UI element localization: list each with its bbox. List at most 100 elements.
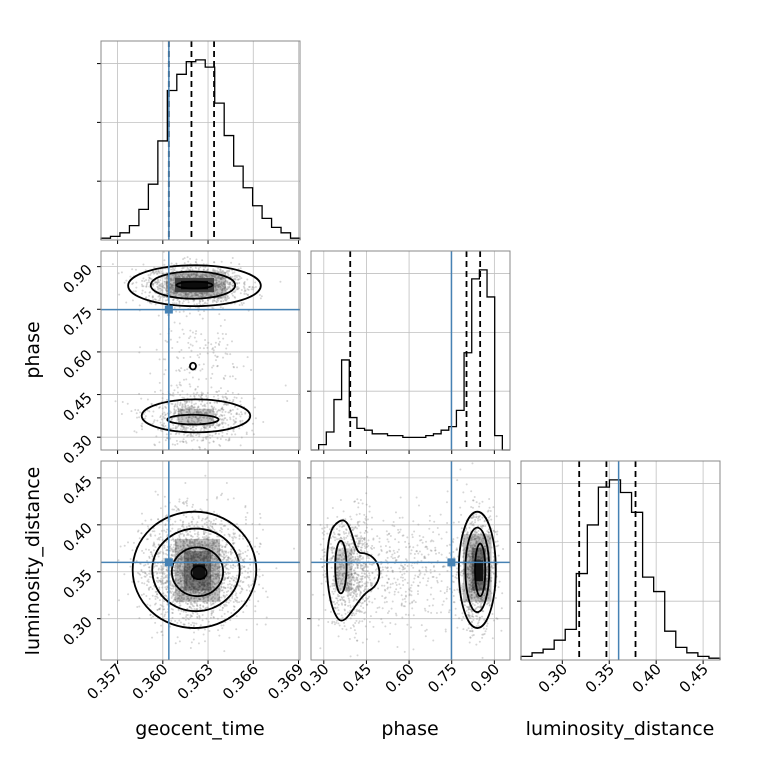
sample-point xyxy=(140,397,143,400)
sample-point xyxy=(201,544,204,547)
sample-point xyxy=(175,550,178,553)
sample-point xyxy=(136,416,139,419)
sample-point xyxy=(348,601,351,604)
sample-point xyxy=(220,278,223,281)
sample-point xyxy=(404,578,407,581)
sample-point xyxy=(138,617,141,620)
sample-point xyxy=(206,402,209,405)
sample-point xyxy=(193,406,196,409)
sample-point xyxy=(150,402,153,405)
sample-point xyxy=(198,581,201,584)
sample-point xyxy=(217,565,220,568)
sample-point xyxy=(252,286,255,289)
sample-point xyxy=(171,523,174,526)
sample-point xyxy=(191,268,194,271)
sample-point xyxy=(202,268,205,271)
sample-point xyxy=(182,409,185,412)
sample-point xyxy=(221,418,224,421)
sample-point xyxy=(214,432,217,435)
sample-point xyxy=(173,302,176,305)
sample-point xyxy=(174,276,177,279)
sample-point xyxy=(151,594,154,597)
sample-point xyxy=(225,590,228,593)
sample-point xyxy=(166,534,169,537)
sample-point xyxy=(143,280,146,283)
sample-point xyxy=(223,280,226,283)
sample-point xyxy=(176,426,179,429)
sample-point xyxy=(185,416,188,419)
sample-point xyxy=(354,621,357,624)
sample-point xyxy=(204,412,207,415)
sample-point xyxy=(191,565,194,568)
sample-point xyxy=(226,397,229,400)
sample-point xyxy=(190,615,193,618)
sample-point xyxy=(161,407,164,410)
sample-point xyxy=(243,283,246,286)
sample-point xyxy=(205,617,208,620)
sample-point xyxy=(214,414,217,417)
sample-point xyxy=(211,525,214,528)
sample-point xyxy=(231,595,234,598)
sample-point xyxy=(187,571,190,574)
sample-point xyxy=(187,293,190,296)
sample-point xyxy=(206,601,209,604)
sample-point xyxy=(185,595,188,598)
sample-point xyxy=(182,573,185,576)
sample-point xyxy=(241,564,244,567)
sample-point xyxy=(211,347,214,350)
sample-point xyxy=(214,359,217,362)
sample-point xyxy=(244,504,247,507)
sample-point xyxy=(193,529,196,532)
sample-point xyxy=(246,549,249,552)
sample-point xyxy=(170,418,173,421)
sample-point xyxy=(199,598,202,601)
sample-point xyxy=(222,594,225,597)
sample-point xyxy=(172,587,175,590)
sample-point xyxy=(219,285,222,288)
sample-point xyxy=(195,410,198,413)
sample-point xyxy=(224,410,227,413)
sample-point xyxy=(150,278,153,281)
sample-point xyxy=(179,527,182,530)
sample-point xyxy=(227,270,230,273)
sample-point xyxy=(202,363,205,366)
sample-point xyxy=(232,415,235,418)
sample-point xyxy=(192,624,195,627)
sample-point xyxy=(200,391,203,394)
sample-point xyxy=(221,289,224,292)
sample-point xyxy=(200,295,203,298)
sample-point xyxy=(170,548,173,551)
sample-point xyxy=(238,553,241,556)
sample-point xyxy=(219,599,222,602)
sample-point xyxy=(246,294,249,297)
sample-point xyxy=(211,558,214,561)
sample-point xyxy=(222,624,225,627)
sample-point xyxy=(163,275,166,278)
sample-point xyxy=(166,549,169,552)
sample-point xyxy=(175,544,178,547)
sample-point xyxy=(215,573,218,576)
sample-point xyxy=(203,584,206,587)
sample-point xyxy=(222,285,225,288)
sample-point xyxy=(148,566,151,569)
sample-point xyxy=(208,293,211,296)
sample-point xyxy=(197,411,200,414)
sample-point xyxy=(191,426,194,429)
sample-point xyxy=(185,411,188,414)
sample-point xyxy=(215,582,218,585)
sample-point xyxy=(174,541,177,544)
sample-point xyxy=(141,292,144,295)
sample-point xyxy=(212,349,215,352)
sample-point xyxy=(191,506,194,509)
sample-point xyxy=(159,536,162,539)
sample-point xyxy=(212,585,215,588)
sample-point xyxy=(203,310,206,313)
sample-point xyxy=(181,525,184,528)
sample-point xyxy=(212,522,215,525)
sample-point xyxy=(205,523,208,526)
sample-point xyxy=(229,409,232,412)
sample-point xyxy=(189,343,192,346)
sample-point xyxy=(185,427,188,430)
sample-point xyxy=(146,603,149,606)
sample-point xyxy=(194,542,197,545)
